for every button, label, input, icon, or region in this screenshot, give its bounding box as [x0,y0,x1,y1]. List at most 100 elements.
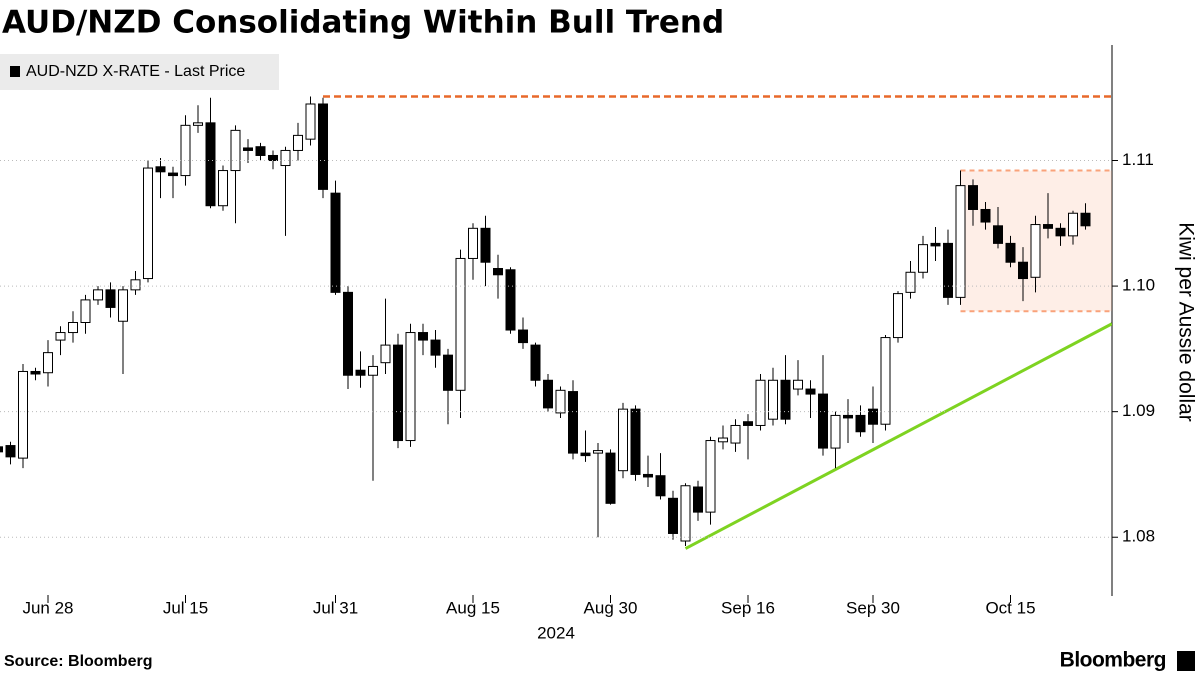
candle-body [5,445,16,458]
x-tick-label: Jul 31 [313,598,358,617]
x-tick-label: Oct 15 [985,598,1035,617]
candle-body [468,227,478,259]
candle-body [1043,224,1053,229]
candle-body [393,344,403,442]
candle-body [955,185,966,298]
candle-body [568,391,578,454]
x-tick-label: Aug 15 [446,598,500,617]
candle-body [355,369,366,376]
candle-body [480,227,491,263]
candle-body [55,332,66,341]
candle-body [868,408,878,425]
candle-body [343,291,353,376]
candle-body [405,332,416,442]
candle-body [680,485,691,542]
candle-body [768,379,778,420]
brand: Bloomberg [1060,649,1166,672]
candle-body [205,122,216,207]
candle-body [793,379,803,390]
y-tick-label: 1.08 [1122,527,1155,546]
candle-body [880,337,891,425]
candle-body [918,244,928,273]
candle-body [705,440,716,513]
candle-body [755,379,766,426]
candle-body [1068,212,1078,237]
candle-body [1018,261,1028,280]
candle-body [530,344,541,381]
legend-label: AUD-NZD X-RATE - Last Price [26,63,245,80]
candle-body [693,486,703,513]
candle-body [855,414,866,433]
candle-body [605,452,616,504]
candle-body [430,339,441,356]
candle-body [555,389,566,414]
x-tick-label: Jun 28 [22,598,73,617]
candle-body [593,450,603,454]
legend-swatch [10,66,20,77]
candle-body [155,166,166,173]
candle-body [43,352,53,374]
candle-body [518,329,528,344]
candle-body [718,437,728,443]
candle-body [730,424,741,444]
candle-body [105,289,116,308]
candle-body [580,452,591,457]
candle-body [218,170,228,207]
candle-body [443,354,453,391]
candle-body [255,146,266,156]
candle-body [368,365,378,376]
x-tick-label: Aug 30 [584,598,638,617]
candle-body [505,269,516,331]
candle-body [268,154,278,162]
candle-body [830,414,841,449]
candle-body [80,299,91,323]
candle-body [493,268,503,276]
candle-body [418,332,428,341]
y-tick-label: 1.11 [1122,150,1154,169]
candle-body [930,242,941,247]
x-tick-label: Jul 15 [163,598,208,617]
candle-body [980,208,991,223]
x-year-label: 2024 [537,623,575,642]
candle-body [305,103,316,140]
candle-body [1005,242,1016,263]
candle-body [1030,224,1041,278]
y-tick-label: 1.10 [1122,276,1155,295]
candle-body [18,370,28,459]
candle-body [743,421,753,426]
candle-body [618,408,628,472]
candle-body [843,414,853,419]
candle-body [993,225,1003,244]
candle-body [293,134,303,151]
x-tick-label: Sep 30 [846,598,900,617]
trendline [684,322,1112,550]
candle-body [893,293,903,339]
candle-body [280,149,291,167]
candle-body [330,192,341,293]
candle-body [943,242,953,298]
candle-body [180,124,191,177]
candle-body [193,122,203,126]
y-axis-label: Kiwi per Aussie dollar [1174,222,1197,422]
y-tick-label: 1.09 [1122,401,1155,420]
legend-box [0,54,279,90]
x-tick-label: Sep 16 [721,598,775,617]
candle-body [655,475,666,497]
candle-body [543,379,553,409]
candle-body [968,185,978,210]
brand-icon [1177,651,1195,671]
candle-body [818,393,828,449]
candle-body [243,147,253,151]
candle-body [668,497,678,534]
candle-body [1055,227,1066,237]
source: Source: Bloomberg [4,653,152,670]
candle-body [780,379,791,420]
candle-body [0,446,3,453]
candle-body [68,322,78,334]
candle-body [130,279,141,291]
candle-body [805,388,816,395]
chart-title: AUD/NZD Consolidating Within Bull Trend [2,5,724,41]
candle-body [93,289,103,301]
candle-body [118,289,128,322]
